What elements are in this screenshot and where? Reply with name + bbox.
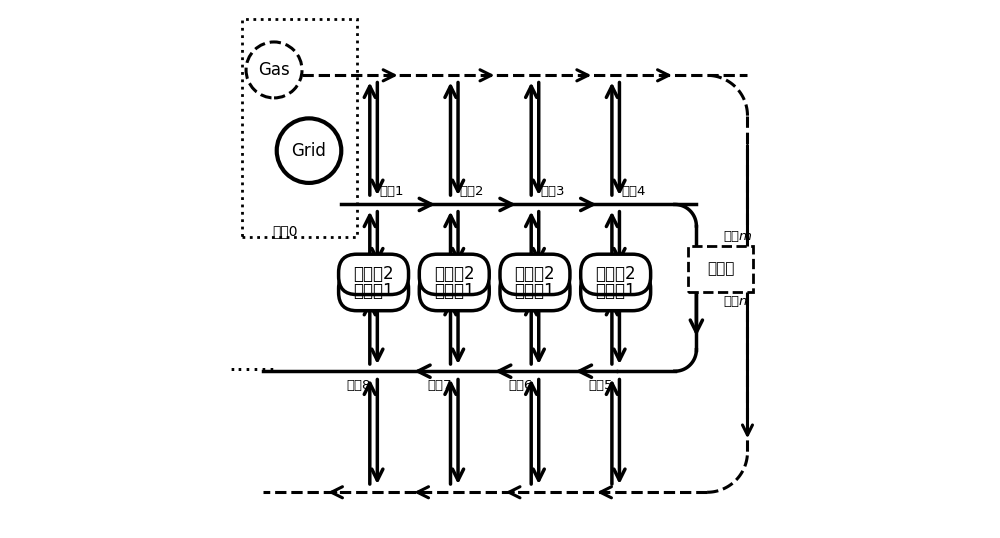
FancyBboxPatch shape (500, 254, 570, 295)
FancyBboxPatch shape (500, 270, 570, 310)
Text: 节点3: 节点3 (540, 185, 565, 198)
Text: 居民区1: 居民区1 (353, 281, 394, 300)
Text: 节点8: 节点8 (347, 379, 371, 392)
FancyBboxPatch shape (419, 270, 489, 310)
Text: 办公区1: 办公区1 (515, 281, 555, 300)
FancyBboxPatch shape (339, 270, 409, 310)
Text: 办公区2: 办公区2 (434, 265, 475, 284)
Text: 商业区1: 商业区1 (434, 281, 475, 300)
FancyBboxPatch shape (688, 246, 753, 292)
Text: 工业区1: 工业区1 (595, 281, 636, 300)
Text: ······: ······ (229, 359, 277, 383)
Text: 节点n: 节点n (723, 295, 748, 308)
FancyBboxPatch shape (581, 270, 651, 310)
FancyBboxPatch shape (419, 254, 489, 295)
Text: 节点1: 节点1 (379, 185, 403, 198)
Text: 商业区2: 商业区2 (515, 265, 555, 284)
Text: 节点5: 节点5 (588, 379, 613, 392)
Text: Grid: Grid (292, 141, 326, 160)
FancyBboxPatch shape (339, 254, 409, 295)
FancyBboxPatch shape (581, 254, 651, 295)
Circle shape (246, 42, 302, 98)
Text: 节点0: 节点0 (272, 224, 298, 238)
Text: 节点2: 节点2 (460, 185, 484, 198)
Text: 节点7: 节点7 (427, 379, 452, 392)
Text: Gas: Gas (258, 61, 290, 79)
Text: 居民区2: 居民区2 (595, 265, 636, 284)
Text: 节点6: 节点6 (508, 379, 532, 392)
Text: 节点4: 节点4 (621, 185, 645, 198)
Text: 工业区2: 工业区2 (353, 265, 394, 284)
Text: 节点m: 节点m (723, 230, 752, 243)
Text: 压缩机: 压缩机 (707, 261, 734, 277)
Circle shape (277, 118, 341, 183)
FancyBboxPatch shape (242, 19, 357, 237)
